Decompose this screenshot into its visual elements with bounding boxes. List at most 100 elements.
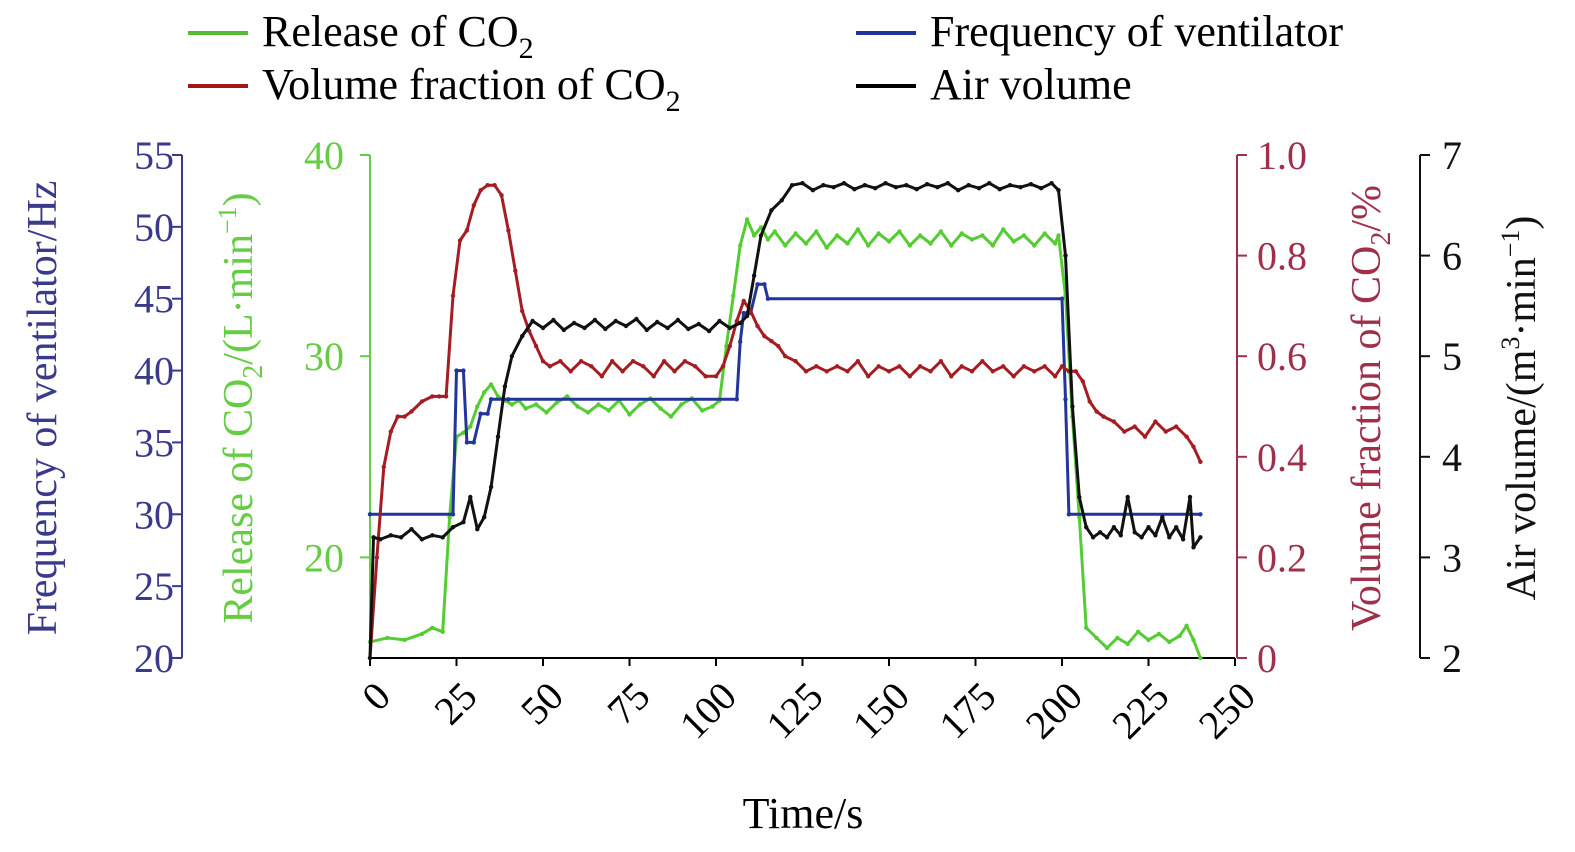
series-point-fraction xyxy=(578,359,584,364)
series-point-release xyxy=(1021,233,1027,238)
axis-title-release: Release of CO2/(L·min−1) xyxy=(213,192,269,623)
series-point-fraction xyxy=(1153,419,1158,424)
series-point-release xyxy=(959,231,964,236)
series-point-air xyxy=(488,484,494,490)
series-point-release xyxy=(907,243,912,248)
series-point-air xyxy=(520,333,525,339)
series-point-air xyxy=(634,316,639,322)
series-point-release xyxy=(751,233,757,238)
series-point-air xyxy=(1198,535,1203,540)
series-point-release xyxy=(990,243,995,248)
series-point-fraction xyxy=(1094,409,1099,414)
series-point-air xyxy=(862,183,867,188)
series-point-release xyxy=(765,237,771,242)
series-point-frequency xyxy=(478,411,483,416)
series-point-air xyxy=(841,181,847,186)
x-tick-label: 0 xyxy=(353,673,399,719)
series-point-air xyxy=(1153,533,1158,538)
series-point-release xyxy=(509,402,515,407)
series-point-air xyxy=(1018,185,1023,190)
series-point-frequency xyxy=(461,368,466,373)
series-point-frequency xyxy=(755,282,760,287)
axis-title-frequency: Frequency of ventilator/Hz xyxy=(20,181,66,636)
series-point-release xyxy=(1156,631,1162,637)
series-point-fraction xyxy=(478,188,483,193)
series-point-release xyxy=(523,406,528,411)
series-point-release xyxy=(886,239,892,244)
series-point-air xyxy=(924,182,930,187)
x-tick-label: 175 xyxy=(930,673,1004,747)
series-point-release xyxy=(468,424,473,429)
series-point-release xyxy=(949,243,954,248)
y-tick-label-frequency: 35 xyxy=(134,420,174,465)
series-point-fraction xyxy=(471,203,476,208)
series-point-release xyxy=(855,227,861,232)
series-point-release xyxy=(758,225,764,230)
series-group xyxy=(367,181,1203,661)
series-point-fraction xyxy=(734,318,739,324)
series-point-fraction xyxy=(1174,424,1179,429)
y-tick-label-fraction: 0 xyxy=(1257,636,1277,681)
series-point-fraction xyxy=(661,359,667,364)
series-point-air xyxy=(1139,535,1144,540)
series-point-air xyxy=(1097,530,1103,535)
series-point-release xyxy=(724,343,729,349)
series-point-fraction xyxy=(897,364,902,369)
series-point-release xyxy=(1115,635,1120,641)
series-point-air xyxy=(1180,537,1186,542)
series-point-release xyxy=(738,243,743,248)
series-point-air xyxy=(675,317,681,323)
legend-entry-fraction: Volume fraction of CO2 xyxy=(188,60,681,118)
series-point-release xyxy=(679,402,684,407)
series-point-air xyxy=(779,198,784,203)
series-point-release xyxy=(495,394,501,399)
series-point-release xyxy=(866,243,871,248)
series-point-fraction xyxy=(1132,424,1137,429)
series-point-fraction xyxy=(855,359,861,364)
series-point-fraction xyxy=(540,359,546,364)
series-point-air xyxy=(409,527,414,532)
series-point-release xyxy=(475,404,480,409)
series-point-air xyxy=(987,181,992,186)
series-point-air xyxy=(655,319,660,325)
series-point-release xyxy=(824,245,829,250)
series-point-air xyxy=(1174,525,1179,530)
series-point-fraction xyxy=(886,369,892,374)
y-tick-label-release: 40 xyxy=(304,133,344,178)
series-point-fraction xyxy=(907,374,912,379)
series-point-release xyxy=(1084,625,1089,630)
series-point-frequency xyxy=(1063,397,1068,402)
series-point-air xyxy=(551,317,556,323)
series-point-air xyxy=(461,520,466,525)
series-point-release xyxy=(897,229,902,234)
axis-title-air: Air volume/(m3·min−1) xyxy=(1496,216,1545,601)
series-point-release xyxy=(1056,233,1061,238)
series-point-fraction xyxy=(381,464,386,470)
series-point-fraction xyxy=(374,555,380,560)
x-tick-label: 225 xyxy=(1103,673,1177,747)
series-point-air xyxy=(696,321,701,327)
legend-entry-release: Release of CO2 xyxy=(188,7,534,65)
series-point-release xyxy=(488,382,494,387)
series-point-air xyxy=(419,537,425,542)
series-point-fraction xyxy=(388,429,393,434)
series-point-air xyxy=(540,325,546,331)
series-point-fraction xyxy=(1052,374,1058,379)
series-point-frequency xyxy=(367,512,373,517)
y-tick-label-fraction: 0.6 xyxy=(1257,334,1307,379)
series-point-air xyxy=(935,185,940,190)
series-point-release xyxy=(783,243,788,248)
series-point-release xyxy=(1094,635,1099,641)
series-point-release xyxy=(606,408,611,413)
series-point-release xyxy=(637,402,643,407)
series-point-release xyxy=(1011,239,1016,244)
series-point-release xyxy=(980,233,985,238)
series-point-fraction xyxy=(1198,459,1203,464)
legend-label-release: Release of CO2 xyxy=(262,7,534,65)
series-point-release xyxy=(658,406,663,411)
series-point-air xyxy=(495,434,501,439)
series-point-air xyxy=(751,273,757,278)
series-point-fraction xyxy=(1184,434,1189,439)
series-point-air xyxy=(1028,182,1034,187)
